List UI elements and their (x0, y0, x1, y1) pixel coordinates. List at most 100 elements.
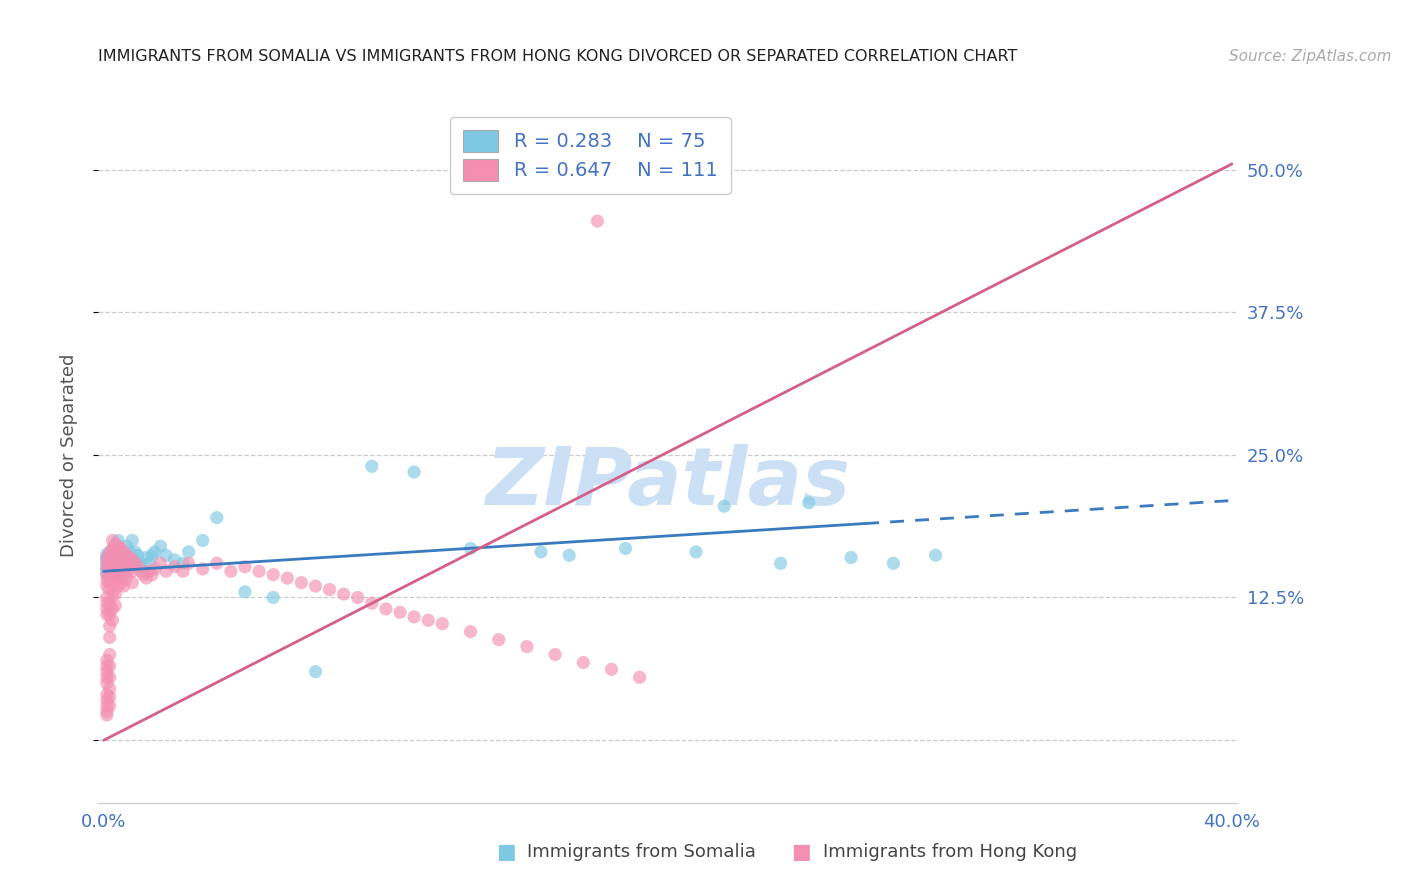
Point (360, 596, 382, 610)
Point (98, 567, 121, 582)
Point (247, 564, 270, 578)
Point (98, 619, 121, 633)
Point (98, 553, 121, 567)
Point (104, 545, 127, 559)
Point (110, 541, 132, 556)
Point (96, 676, 118, 690)
Point (101, 556, 124, 570)
Point (129, 556, 152, 570)
Point (110, 545, 132, 559)
Point (155, 549, 177, 563)
Point (98, 575, 121, 590)
Point (96, 693, 118, 707)
Point (98, 698, 121, 713)
Point (110, 553, 132, 567)
Point (797, 496, 820, 510)
Point (107, 556, 129, 570)
Point (107, 567, 129, 582)
Point (101, 556, 124, 570)
Point (96, 562, 118, 576)
Point (713, 500, 735, 514)
Point (104, 587, 127, 601)
Point (115, 564, 138, 578)
Point (143, 562, 166, 576)
Point (558, 549, 581, 563)
Point (163, 559, 186, 574)
Point (155, 564, 177, 578)
Point (107, 556, 129, 570)
Point (138, 564, 160, 578)
Point (191, 533, 214, 548)
Point (544, 648, 567, 662)
Point (882, 556, 904, 570)
Point (121, 553, 143, 567)
Point (96, 591, 118, 605)
Point (138, 556, 160, 570)
Point (110, 567, 132, 582)
Point (418, 613, 440, 627)
Point (121, 533, 143, 548)
Point (460, 624, 482, 639)
Point (104, 553, 127, 567)
Point (96, 567, 118, 582)
Point (101, 545, 124, 559)
Point (98, 659, 121, 673)
Point (98, 648, 121, 662)
Point (98, 631, 121, 645)
Point (107, 550, 129, 565)
Point (98, 553, 121, 567)
Point (332, 587, 354, 601)
Point (360, 459, 382, 474)
Point (101, 613, 124, 627)
Point (104, 549, 127, 563)
Point (96, 705, 118, 719)
Point (104, 599, 127, 613)
Point (121, 564, 143, 578)
Point (98, 550, 121, 565)
Point (149, 539, 172, 553)
Point (104, 575, 127, 590)
Point (600, 662, 623, 676)
Point (96, 607, 118, 622)
Point (96, 602, 118, 616)
Point (96, 596, 118, 610)
Point (107, 533, 129, 548)
Point (98, 582, 121, 597)
Point (124, 556, 146, 570)
Point (628, 670, 651, 684)
Point (96, 688, 118, 702)
Point (104, 539, 127, 553)
Point (96, 556, 118, 570)
Point (104, 567, 127, 582)
Point (129, 564, 152, 578)
Text: IMMIGRANTS FROM SOMALIA VS IMMIGRANTS FROM HONG KONG DIVORCED OR SEPARATED CORRE: IMMIGRANTS FROM SOMALIA VS IMMIGRANTS FR… (98, 49, 1018, 64)
Point (115, 539, 138, 553)
Point (118, 562, 141, 576)
Point (118, 556, 141, 570)
Point (115, 556, 138, 570)
Point (107, 539, 129, 553)
Point (132, 567, 155, 582)
Point (101, 549, 124, 563)
Point (101, 562, 124, 576)
Point (96, 562, 118, 576)
Point (586, 214, 609, 228)
Point (112, 567, 135, 582)
Point (290, 575, 312, 590)
Point (96, 579, 118, 593)
Point (110, 556, 132, 570)
Point (121, 553, 143, 567)
Point (101, 550, 124, 565)
Point (124, 545, 146, 559)
Point (219, 564, 242, 578)
Point (276, 571, 298, 585)
Point (262, 591, 284, 605)
Point (101, 533, 124, 548)
Point (110, 564, 132, 578)
Point (112, 556, 135, 570)
Point (177, 556, 200, 570)
Point (233, 584, 256, 599)
Point (530, 545, 553, 559)
Point (96, 708, 118, 723)
Point (346, 591, 368, 605)
